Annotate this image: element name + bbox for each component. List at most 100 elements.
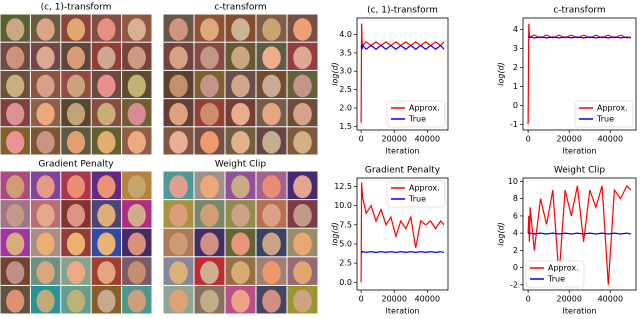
face-shape — [231, 289, 250, 313]
face-shape — [262, 232, 281, 256]
x-axis-label: Iteration — [563, 307, 597, 316]
x-tick-label: 20000 — [382, 295, 407, 304]
face-shape — [293, 203, 312, 227]
face-shape — [169, 203, 188, 227]
chart-title: c-transform — [553, 6, 605, 16]
y-axis-label: log(d) — [331, 62, 340, 86]
legend-label: Approx. — [597, 104, 628, 113]
face-shape — [66, 175, 86, 199]
legend-label: True — [547, 275, 565, 284]
face-shape — [97, 102, 116, 126]
y-tick-label: 10 — [508, 177, 518, 186]
line-series — [360, 23, 445, 123]
face-shape — [169, 232, 188, 256]
face-shape — [231, 102, 250, 126]
face-shape — [169, 102, 188, 126]
face-shape — [200, 74, 219, 98]
plot-frame — [522, 177, 637, 291]
face-shape — [200, 131, 219, 154]
y-tick-label: 12.5 — [334, 182, 352, 191]
x-tick-label: 40000 — [415, 135, 440, 144]
line-series — [528, 36, 632, 39]
face-shape — [231, 203, 250, 227]
face-shape — [127, 46, 146, 69]
face-shape — [97, 175, 116, 199]
y-tick-label: 2.5 — [339, 85, 352, 94]
line-series — [361, 250, 445, 254]
face-shape — [262, 203, 281, 227]
face-shape — [200, 102, 219, 126]
face-shape — [293, 18, 312, 41]
y-tick-label: 4 — [513, 25, 518, 34]
face-shape — [293, 289, 312, 313]
face-shape — [127, 261, 146, 284]
face-shape — [97, 232, 116, 256]
face-shape — [127, 232, 146, 256]
face-shape — [36, 18, 55, 41]
y-tick-label: 6 — [513, 211, 518, 220]
face-shape — [293, 175, 312, 199]
face-shape — [127, 175, 146, 199]
face-shape — [127, 289, 146, 313]
face-shape — [127, 102, 146, 126]
x-tick-label: 0 — [359, 295, 364, 304]
x-tick-label: 0 — [526, 295, 531, 304]
x-tick-label: 20000 — [557, 135, 582, 144]
face-shape — [97, 261, 116, 284]
face-shape — [6, 175, 25, 199]
image-grid-title: Weight Clip — [215, 160, 267, 170]
face-shape — [97, 74, 116, 98]
x-axis-label: Iteration — [386, 307, 420, 316]
face-shape — [6, 18, 25, 41]
plot-frame — [356, 177, 449, 291]
x-tick-label: 40000 — [415, 295, 440, 304]
face-shape — [66, 46, 86, 69]
face-shape — [200, 175, 219, 199]
line-series — [360, 44, 445, 51]
face-shape — [262, 289, 281, 313]
face-shape — [169, 46, 188, 69]
face-shape — [66, 289, 86, 313]
face-shape — [262, 74, 281, 98]
face-shape — [6, 131, 25, 154]
face-shape — [231, 18, 250, 41]
legend-label: Approx. — [409, 104, 440, 113]
face-shape — [36, 261, 55, 284]
y-axis-label: log(d) — [497, 62, 506, 86]
face-shape — [169, 18, 188, 41]
face-shape — [127, 18, 146, 41]
face-shape — [36, 46, 55, 69]
face-shape — [200, 203, 219, 227]
x-tick-label: 0 — [359, 135, 364, 144]
y-axis-label: log(d) — [331, 222, 340, 246]
y-tick-label: 2 — [513, 246, 518, 255]
face-shape — [169, 289, 188, 313]
x-axis-label: Iteration — [386, 147, 420, 156]
face-shape — [36, 289, 55, 313]
face-shape — [6, 102, 25, 126]
x-tick-label: 0 — [526, 135, 531, 144]
chart-title: Weight Clip — [554, 166, 606, 176]
legend-label: Approx. — [548, 264, 579, 273]
y-tick-label: 5.0 — [339, 239, 352, 248]
face-shape — [293, 261, 312, 284]
face-shape — [97, 18, 116, 41]
face-shape — [200, 232, 219, 256]
plot-frame — [522, 17, 637, 131]
face-shape — [293, 131, 312, 154]
face-shape — [293, 102, 312, 126]
y-tick-label: 7.5 — [339, 220, 352, 229]
y-tick-label: 2.0 — [339, 103, 352, 112]
face-shape — [293, 46, 312, 69]
line-series — [528, 232, 632, 235]
face-shape — [231, 74, 250, 98]
face-shape — [66, 131, 86, 154]
image-grid-title: (c, 1)-transform — [41, 3, 112, 13]
x-axis-label: Iteration — [563, 147, 597, 156]
y-tick-label: 0 — [513, 263, 518, 272]
y-tick-label: 4.0 — [339, 30, 352, 39]
y-tick-label: 3.0 — [339, 67, 352, 76]
y-tick-label: 8 — [513, 194, 518, 203]
face-shape — [200, 289, 219, 313]
